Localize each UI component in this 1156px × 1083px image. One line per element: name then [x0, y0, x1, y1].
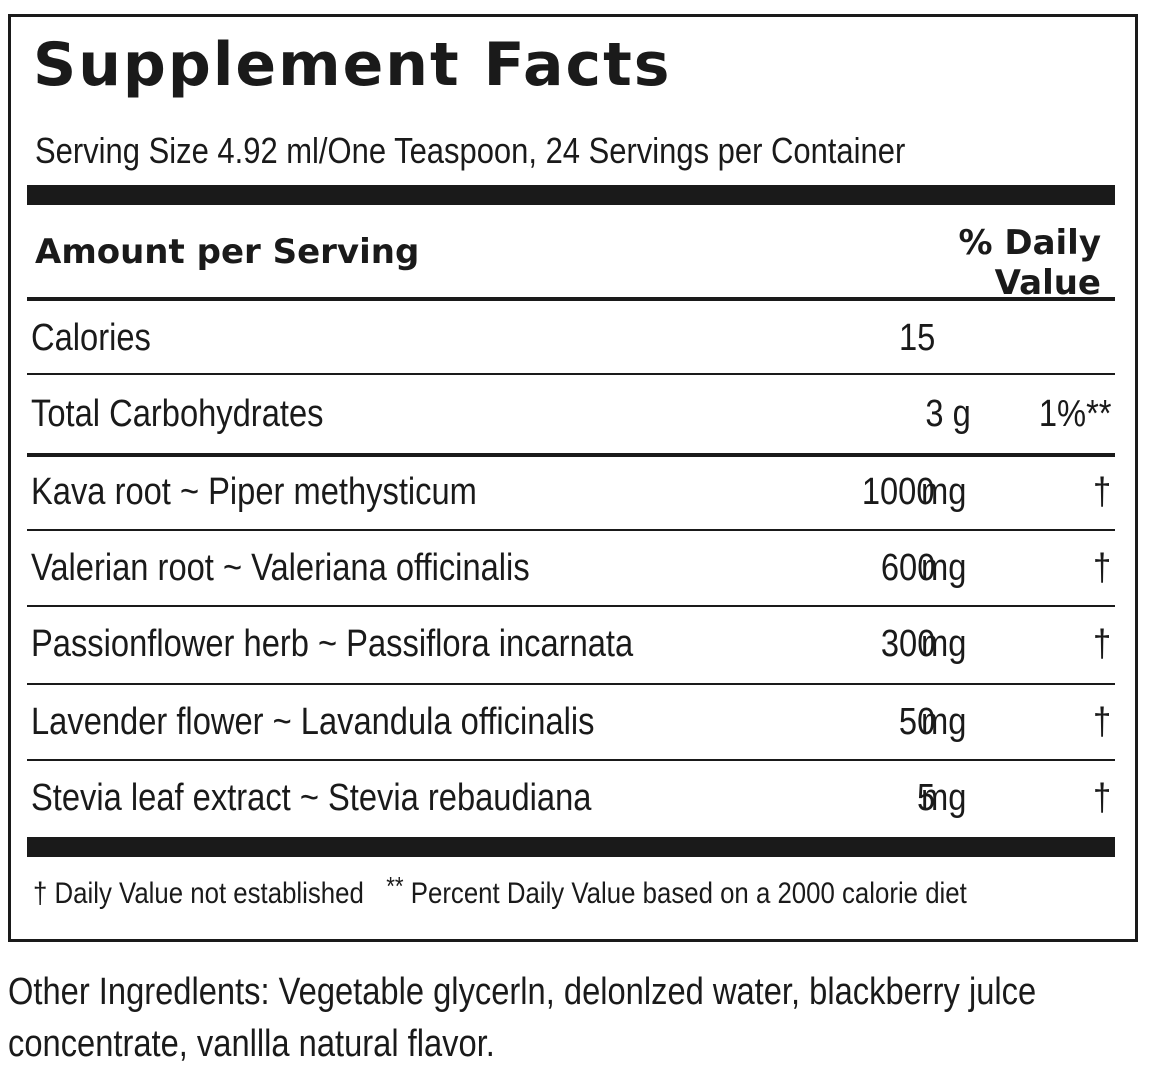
serving-size: Serving Size 4.92 ml/One Teaspoon, 24 Se… [35, 130, 906, 171]
row-divider [27, 759, 1115, 761]
ingredient-daily-value: † [1092, 471, 1111, 513]
calories-amount: 15 [899, 317, 936, 359]
supplement-facts-panel: Supplement Facts Serving Size 4.92 ml/On… [8, 14, 1138, 942]
ingredient-unit: mg [921, 623, 967, 665]
daily-value-header-line2: Value [994, 263, 1101, 303]
panel-title: Supplement Facts [33, 30, 672, 100]
ingredient-row: Valerian root ~ Valeriana officinalis 60… [11, 531, 1135, 607]
carbs-row: Total Carbohydrates 3 g 1%** [11, 377, 1135, 453]
ingredient-daily-value: † [1092, 777, 1111, 819]
footnote-stars: ** [386, 871, 404, 901]
ingredient-amount: 1000 [862, 471, 935, 513]
ingredient-amount: 5 [916, 777, 935, 819]
footnote-dagger: † Daily Value not established [33, 877, 364, 910]
ingredient-name: Stevia leaf extract ~ Stevia rebaudiana [31, 777, 592, 819]
ingredient-name: Lavender flower ~ Lavandula officinalis [31, 701, 595, 743]
ingredient-row: Kava root ~ Piper methysticum 1000 mg † [11, 455, 1135, 531]
amount-per-serving-header: Amount per Serving [35, 232, 420, 272]
carbs-daily-value: 1%** [1038, 393, 1111, 435]
other-ingredients: Other Ingredlents: Vegetable glycerln, d… [8, 971, 1037, 1065]
ingredient-row: Lavender flower ~ Lavandula officinalis … [11, 685, 1135, 761]
ingredient-amount: 50 [898, 701, 935, 743]
row-divider [27, 373, 1115, 375]
daily-value-header-line1: % Daily [958, 223, 1101, 263]
ingredient-row: Passionflower herb ~ Passiflora incarnat… [11, 607, 1135, 683]
footnote: † Daily Value not established ** Percent … [33, 873, 967, 910]
calories-row: Calories 15 [11, 301, 1135, 377]
ingredient-name: Kava root ~ Piper methysticum [31, 471, 477, 513]
calories-label: Calories [31, 317, 151, 359]
ingredient-row: Stevia leaf extract ~ Stevia rebaudiana … [11, 761, 1135, 837]
ingredient-name: Passionflower herb ~ Passiflora incarnat… [31, 623, 634, 665]
section-divider [27, 453, 1115, 457]
thick-divider-top [27, 185, 1115, 205]
thick-divider-bottom [27, 837, 1115, 857]
ingredient-unit: mg [921, 701, 967, 743]
carbs-label: Total Carbohydrates [31, 393, 324, 435]
ingredient-name: Valerian root ~ Valeriana officinalis [31, 547, 530, 589]
ingredient-daily-value: † [1092, 701, 1111, 743]
ingredient-unit: mg [921, 471, 967, 513]
ingredient-amount: 300 [880, 623, 935, 665]
row-divider [27, 529, 1115, 531]
row-divider [27, 683, 1115, 685]
row-divider [27, 605, 1115, 607]
ingredient-daily-value: † [1092, 623, 1111, 665]
ingredient-daily-value: † [1092, 547, 1111, 589]
ingredient-amount: 600 [880, 547, 935, 589]
ingredient-unit: mg [921, 547, 967, 589]
footnote-percent: Percent Daily Value based on a 2000 calo… [410, 877, 967, 910]
carbs-amount: 3 g [925, 393, 971, 435]
daily-value-header: % Daily Value [958, 223, 1101, 303]
header-divider [27, 297, 1115, 301]
ingredient-unit: mg [921, 777, 967, 819]
